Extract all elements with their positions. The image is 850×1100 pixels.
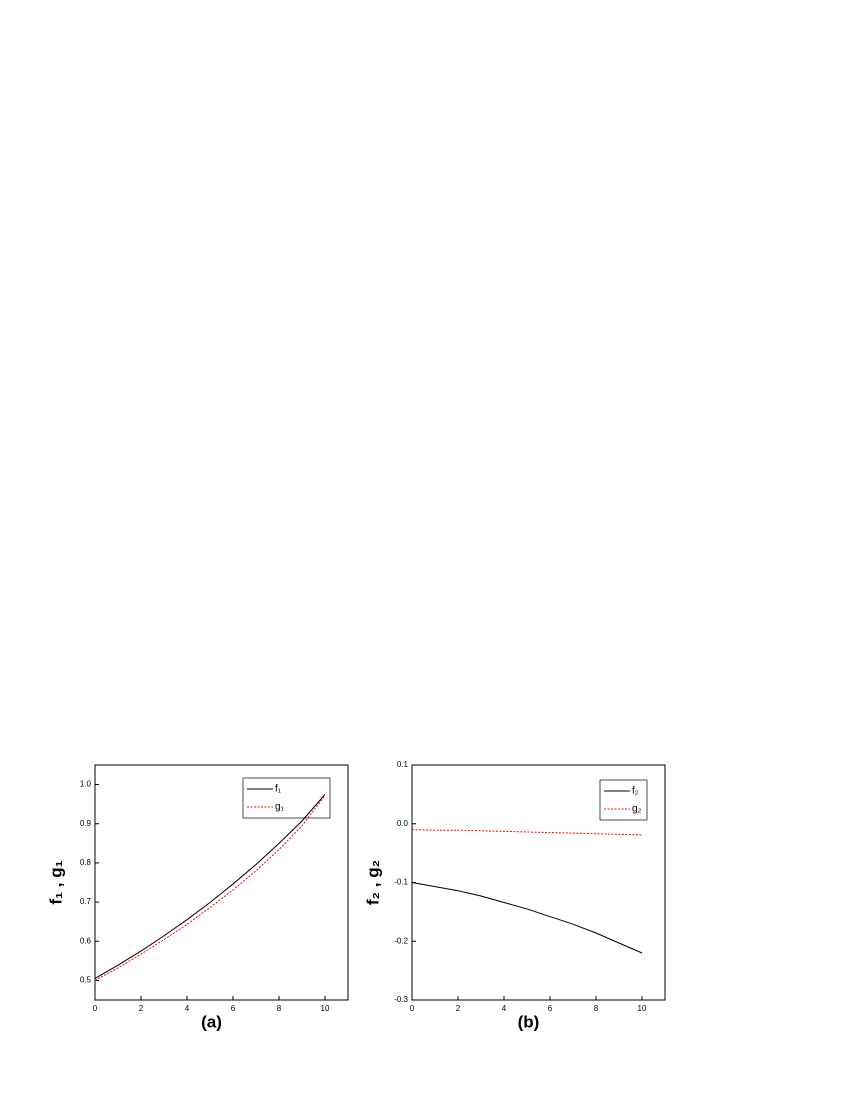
y-tick-label: 0.9 <box>80 819 92 828</box>
x-tick-label: 8 <box>277 1004 282 1013</box>
y-tick-label: 0.6 <box>80 936 92 945</box>
caption: (a) <box>201 1012 222 1031</box>
legend-label: f₁ <box>275 784 282 795</box>
plot-frame <box>94 764 349 1001</box>
y-axis-label: f₁ , g₁ <box>46 860 65 904</box>
x-tick-label: 4 <box>502 1004 507 1013</box>
legend-label: g₂ <box>632 804 642 815</box>
y-tick-label: 0.0 <box>397 819 409 828</box>
x-tick-label: 4 <box>185 1004 190 1013</box>
y-tick-label: -0.3 <box>394 995 408 1004</box>
x-tick-label: 2 <box>139 1004 144 1013</box>
legend-label: g₁ <box>275 802 285 813</box>
x-tick-label: 10 <box>638 1004 647 1013</box>
x-tick-label: 2 <box>456 1004 461 1013</box>
y-tick-label: 0.1 <box>397 760 409 769</box>
x-tick-label: 8 <box>594 1004 599 1013</box>
y-tick-label: 0.7 <box>80 897 92 906</box>
caption: (b) <box>518 1012 540 1031</box>
y-tick-label: 1.0 <box>80 780 92 789</box>
x-tick-label: 6 <box>548 1004 553 1013</box>
x-tick-label: 0 <box>410 1004 415 1013</box>
series-line <box>411 882 643 954</box>
x-tick-label: 6 <box>231 1004 236 1013</box>
y-axis-label: f₂ , g₂ <box>363 860 382 905</box>
y-tick-label: 0.8 <box>80 858 92 867</box>
series-line <box>94 794 326 979</box>
y-tick-label: 0.5 <box>80 976 92 985</box>
series-line <box>94 795 326 981</box>
y-tick-label: -0.1 <box>394 878 408 887</box>
legend-box <box>599 779 648 821</box>
series-line <box>411 829 643 836</box>
legend-box <box>242 777 331 819</box>
x-tick-label: 0 <box>93 1004 98 1013</box>
y-tick-label: -0.2 <box>394 936 408 945</box>
x-tick-label: 10 <box>321 1004 330 1013</box>
legend-label: f₂ <box>632 786 639 797</box>
